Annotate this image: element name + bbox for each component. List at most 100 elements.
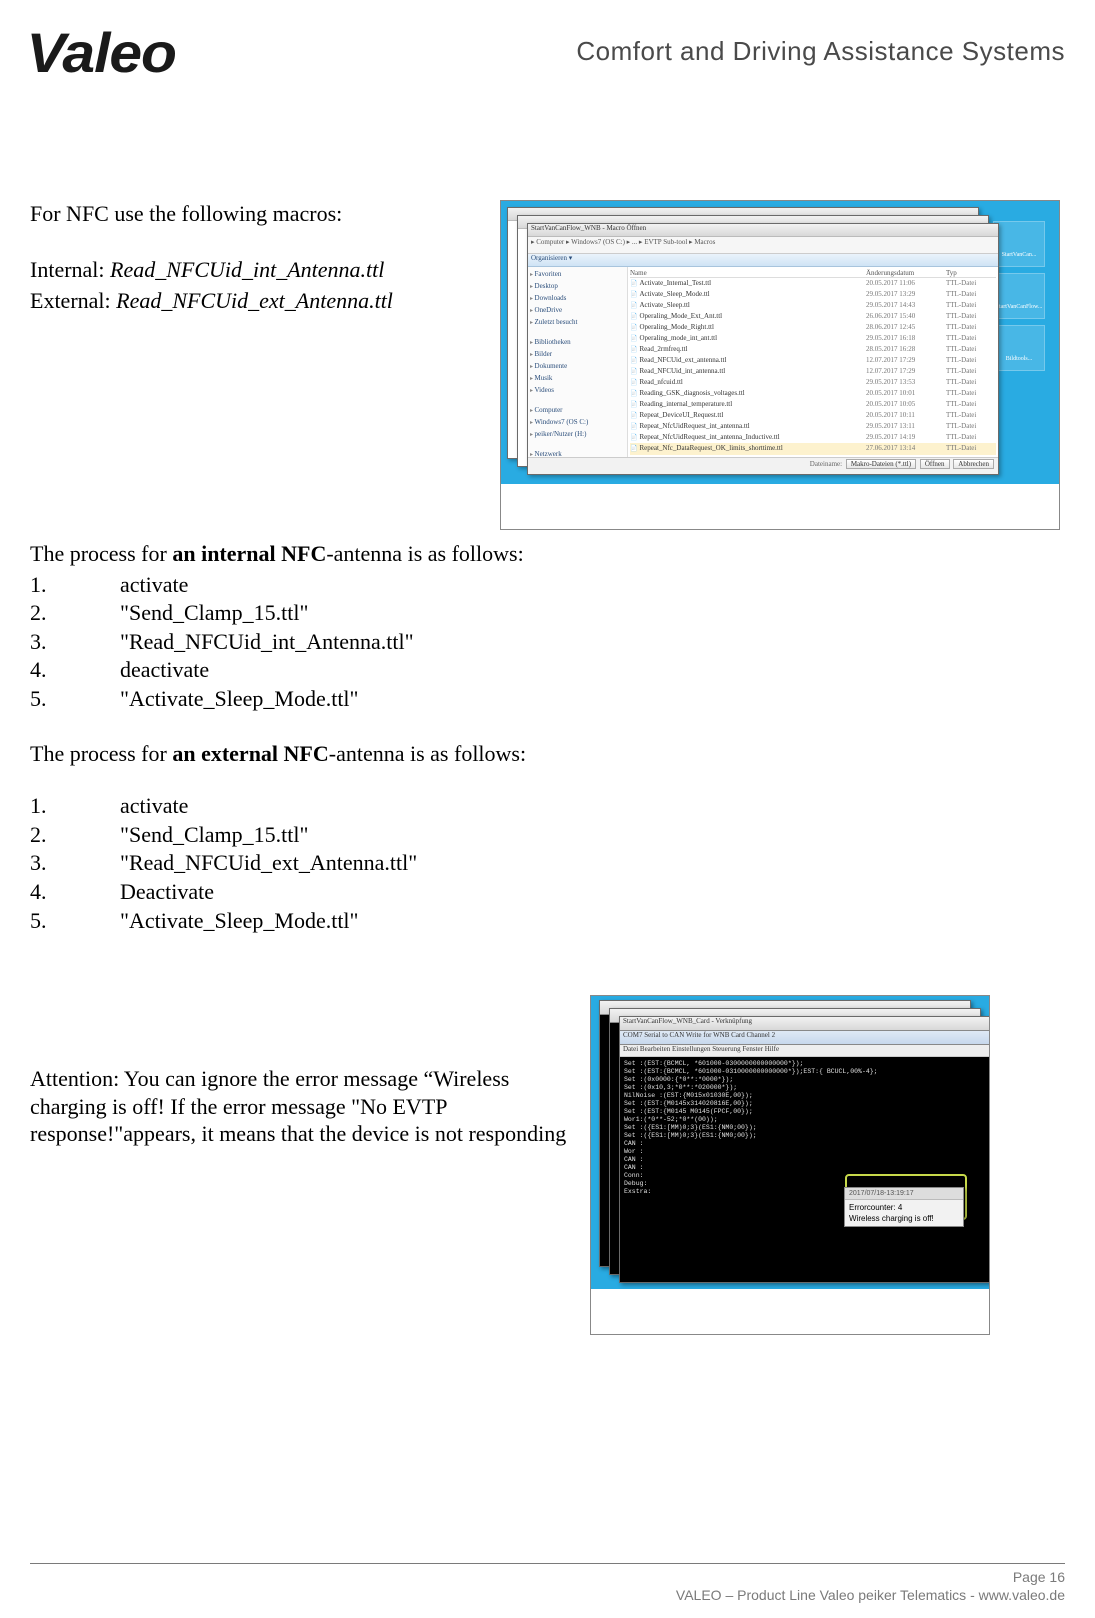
step-number: 5. [30, 907, 120, 936]
file-row[interactable]: Activate_Internal_Test.ttl [630, 278, 866, 289]
terminal-menubar[interactable]: Datei Bearbeiten Einstellungen Steuerung… [620, 1045, 990, 1057]
error-popup[interactable]: 2017/07/18-13:19:17 Errorcounter: 4 Wire… [844, 1187, 964, 1227]
file-row[interactable]: Read_2rmfreq.ttl [630, 344, 866, 355]
process-internal-lead-post: -antenna is as follows: [326, 541, 523, 566]
file-type: TTL-Datei [946, 278, 996, 289]
file-row[interactable]: Reading_GSK_diagnosis_voltages.ttl [630, 388, 866, 399]
row-intro: For NFC use the following macros: Intern… [30, 200, 1065, 520]
file-type: TTL-Datei [946, 322, 996, 333]
desktop-icon[interactable]: StartVanCanFlow... [993, 273, 1045, 319]
file-row[interactable]: Repeat_Nfc_DataRequest_OK_limits_shortti… [630, 443, 866, 454]
process-step: 5."Activate_Sleep_Mode.ttl" [30, 685, 1065, 714]
file-type: TTL-Datei [946, 432, 996, 443]
desktop-icons: StartVanCan... StartVanCanFlow... Bildtool… [993, 221, 1053, 377]
terminal-subtitle: COM7 Serial to CAN Write for WNB Card Ch… [620, 1031, 990, 1045]
process-step: 1.activate [30, 571, 1065, 600]
footer: Page 16 VALEO – Product Line Valeo peike… [30, 1563, 1065, 1604]
terminal-line: Set :(EST:{M0145 M0145(FPCF,00}); [624, 1108, 986, 1116]
terminal-line: Set :(0x0000:{*0**:*0000*}); [624, 1076, 986, 1084]
terminal-title: StartVanCanFlow_WNB_Card - Verknüpfung [620, 1017, 990, 1031]
popup-line2: Wireless charging is off! [849, 1213, 959, 1224]
process-internal-lead-bold: an internal NFC [172, 541, 326, 566]
file-date: 20.05.2017 10:11 [866, 410, 946, 421]
open-button[interactable]: Öffnen [920, 459, 950, 469]
step-text: "Read_NFCUid_int_Antenna.ttl" [120, 628, 414, 657]
process-external-lead-bold: an external NFC [172, 741, 328, 766]
step-number: 3. [30, 628, 120, 657]
file-row[interactable]: Read_nfcuid.ttl [630, 377, 866, 388]
file-row[interactable]: Read_NFCUid_int_antenna.ttl [630, 366, 866, 377]
address-bar[interactable]: ▸ Computer ▸ Windows7 (OS C:) ▸ ... ▸ EV… [528, 237, 998, 254]
desktop-icon[interactable]: Bildtools... [993, 325, 1045, 371]
file-row[interactable]: Operaling_Mode_Ext_Ant.ttl [630, 311, 866, 322]
file-row[interactable]: Repeat_Nfc_DataRequest_OK_limits_shortti… [630, 454, 866, 455]
step-number: 4. [30, 878, 120, 907]
nav-item[interactable]: Dokumente [530, 361, 625, 373]
file-row[interactable]: Repeat_NfcUidRequest_int_antenna_Inducti… [630, 432, 866, 443]
nav-item[interactable]: Bilder [530, 349, 625, 361]
process-step: 4.Deactivate [30, 878, 1065, 907]
nav-item[interactable]: Computer [530, 405, 625, 417]
file-row[interactable]: Reading_internal_temperature.ttl [630, 399, 866, 410]
nav-item[interactable]: peiker/Nutzer (H:) [530, 429, 625, 441]
column-header[interactable]: Name [630, 269, 866, 278]
file-row[interactable]: Repeat_NfcUidRequest_int_antenna.ttl [630, 421, 866, 432]
step-text: "Send_Clamp_15.ttl" [120, 821, 308, 850]
file-row[interactable]: Repeat_DeviceUI_Request.ttl [630, 410, 866, 421]
file-row[interactable]: Read_NFCUid_ext_antenna.ttl [630, 355, 866, 366]
nav-item[interactable]: Favoriten [530, 269, 625, 281]
filename-label: Dateiname: [810, 460, 842, 468]
terminal-line: Set :({ES1:[MM)0;3}(ES1:{NM0;00}); [624, 1124, 986, 1132]
desktop-icon[interactable]: StartVanCan... [993, 221, 1045, 267]
step-text: "Read_NFCUid_ext_Antenna.ttl" [120, 849, 417, 878]
toolbar[interactable]: Organisieren ▾ [528, 254, 998, 267]
file-row[interactable]: Activate_Sleep_Mode.ttl [630, 289, 866, 300]
terminal-line: Conn: [624, 1172, 986, 1180]
row-attention: Attention: You can ignore the error mess… [30, 995, 1065, 1355]
file-date: 12.07.2017 17:29 [866, 355, 946, 366]
process-step: 2."Send_Clamp_15.ttl" [30, 599, 1065, 628]
cancel-button[interactable]: Abbrechen [953, 459, 994, 469]
column-header[interactable]: Änderungsdatum [866, 269, 946, 278]
nav-item[interactable]: Zuletzt besucht [530, 317, 625, 329]
process-external-list: 1.activate2."Send_Clamp_15.ttl"3."Read_N… [30, 792, 1065, 935]
nav-item[interactable]: Bibliotheken [530, 337, 625, 349]
file-row[interactable]: Operaling_Mode_Right.ttl [630, 322, 866, 333]
file-type: TTL-Datei [946, 289, 996, 300]
file-row[interactable]: Operaling_mode_int_ant.ttl [630, 333, 866, 344]
file-list[interactable]: NameActivate_Internal_Test.ttlActivate_S… [628, 267, 998, 457]
terminal-body[interactable]: Set :(EST:{BCMCL, *601000-03000000000000… [620, 1057, 990, 1282]
file-date: 29.05.2017 13:43 [866, 454, 946, 455]
logo: Valeo [26, 20, 175, 85]
attention-text: Attention: You can ignore the error mess… [30, 995, 570, 1148]
file-type: TTL-Datei [946, 311, 996, 322]
file-type: TTL-Datei [946, 454, 996, 455]
nav-item[interactable]: Desktop [530, 281, 625, 293]
column-header[interactable]: Typ [946, 269, 996, 278]
terminal-line: CAN : [624, 1156, 986, 1164]
nav-item[interactable]: Windows7 (OS C:) [530, 417, 625, 429]
file-row[interactable]: Activate_Sleep.ttl [630, 300, 866, 311]
step-text: "Activate_Sleep_Mode.ttl" [120, 907, 359, 936]
footer-page: Page 16 [30, 1568, 1065, 1586]
file-date: 20.05.2017 10:01 [866, 388, 946, 399]
process-external-lead-pre: The process for [30, 741, 172, 766]
file-type: TTL-Datei [946, 377, 996, 388]
nav-item[interactable]: OneDrive [530, 305, 625, 317]
file-date: 29.05.2017 13:29 [866, 289, 946, 300]
process-external: The process for an external NFC-antenna … [30, 740, 1065, 936]
process-internal: The process for an internal NFC-antenna … [30, 540, 1065, 714]
filter-dropdown[interactable]: Makro-Dateien (*.ttl) [846, 459, 916, 469]
nav-item[interactable]: Videos [530, 385, 625, 397]
process-step: 2."Send_Clamp_15.ttl" [30, 821, 1065, 850]
nav-item[interactable]: Musik [530, 373, 625, 385]
process-external-lead-post: -antenna is as follows: [329, 741, 526, 766]
process-step: 4.deactivate [30, 656, 1065, 685]
nav-item[interactable]: Netzwerk [530, 449, 625, 457]
terminal-line: Set :({ES1:[MM)0;3}(ES1:{NM0;00}); [624, 1132, 986, 1140]
nav-pane[interactable]: FavoritenDesktopDownloadsOneDriveZuletzt… [528, 267, 628, 457]
screenshot-file-dialog: StartVanCan... StartVanCanFlow... Bildtool… [500, 200, 1060, 530]
nav-item[interactable]: Downloads [530, 293, 625, 305]
file-type: TTL-Datei [946, 388, 996, 399]
screenshot-terminal: StartVanCanFlow_WNB_Card - Verknüpfung C… [590, 995, 990, 1335]
